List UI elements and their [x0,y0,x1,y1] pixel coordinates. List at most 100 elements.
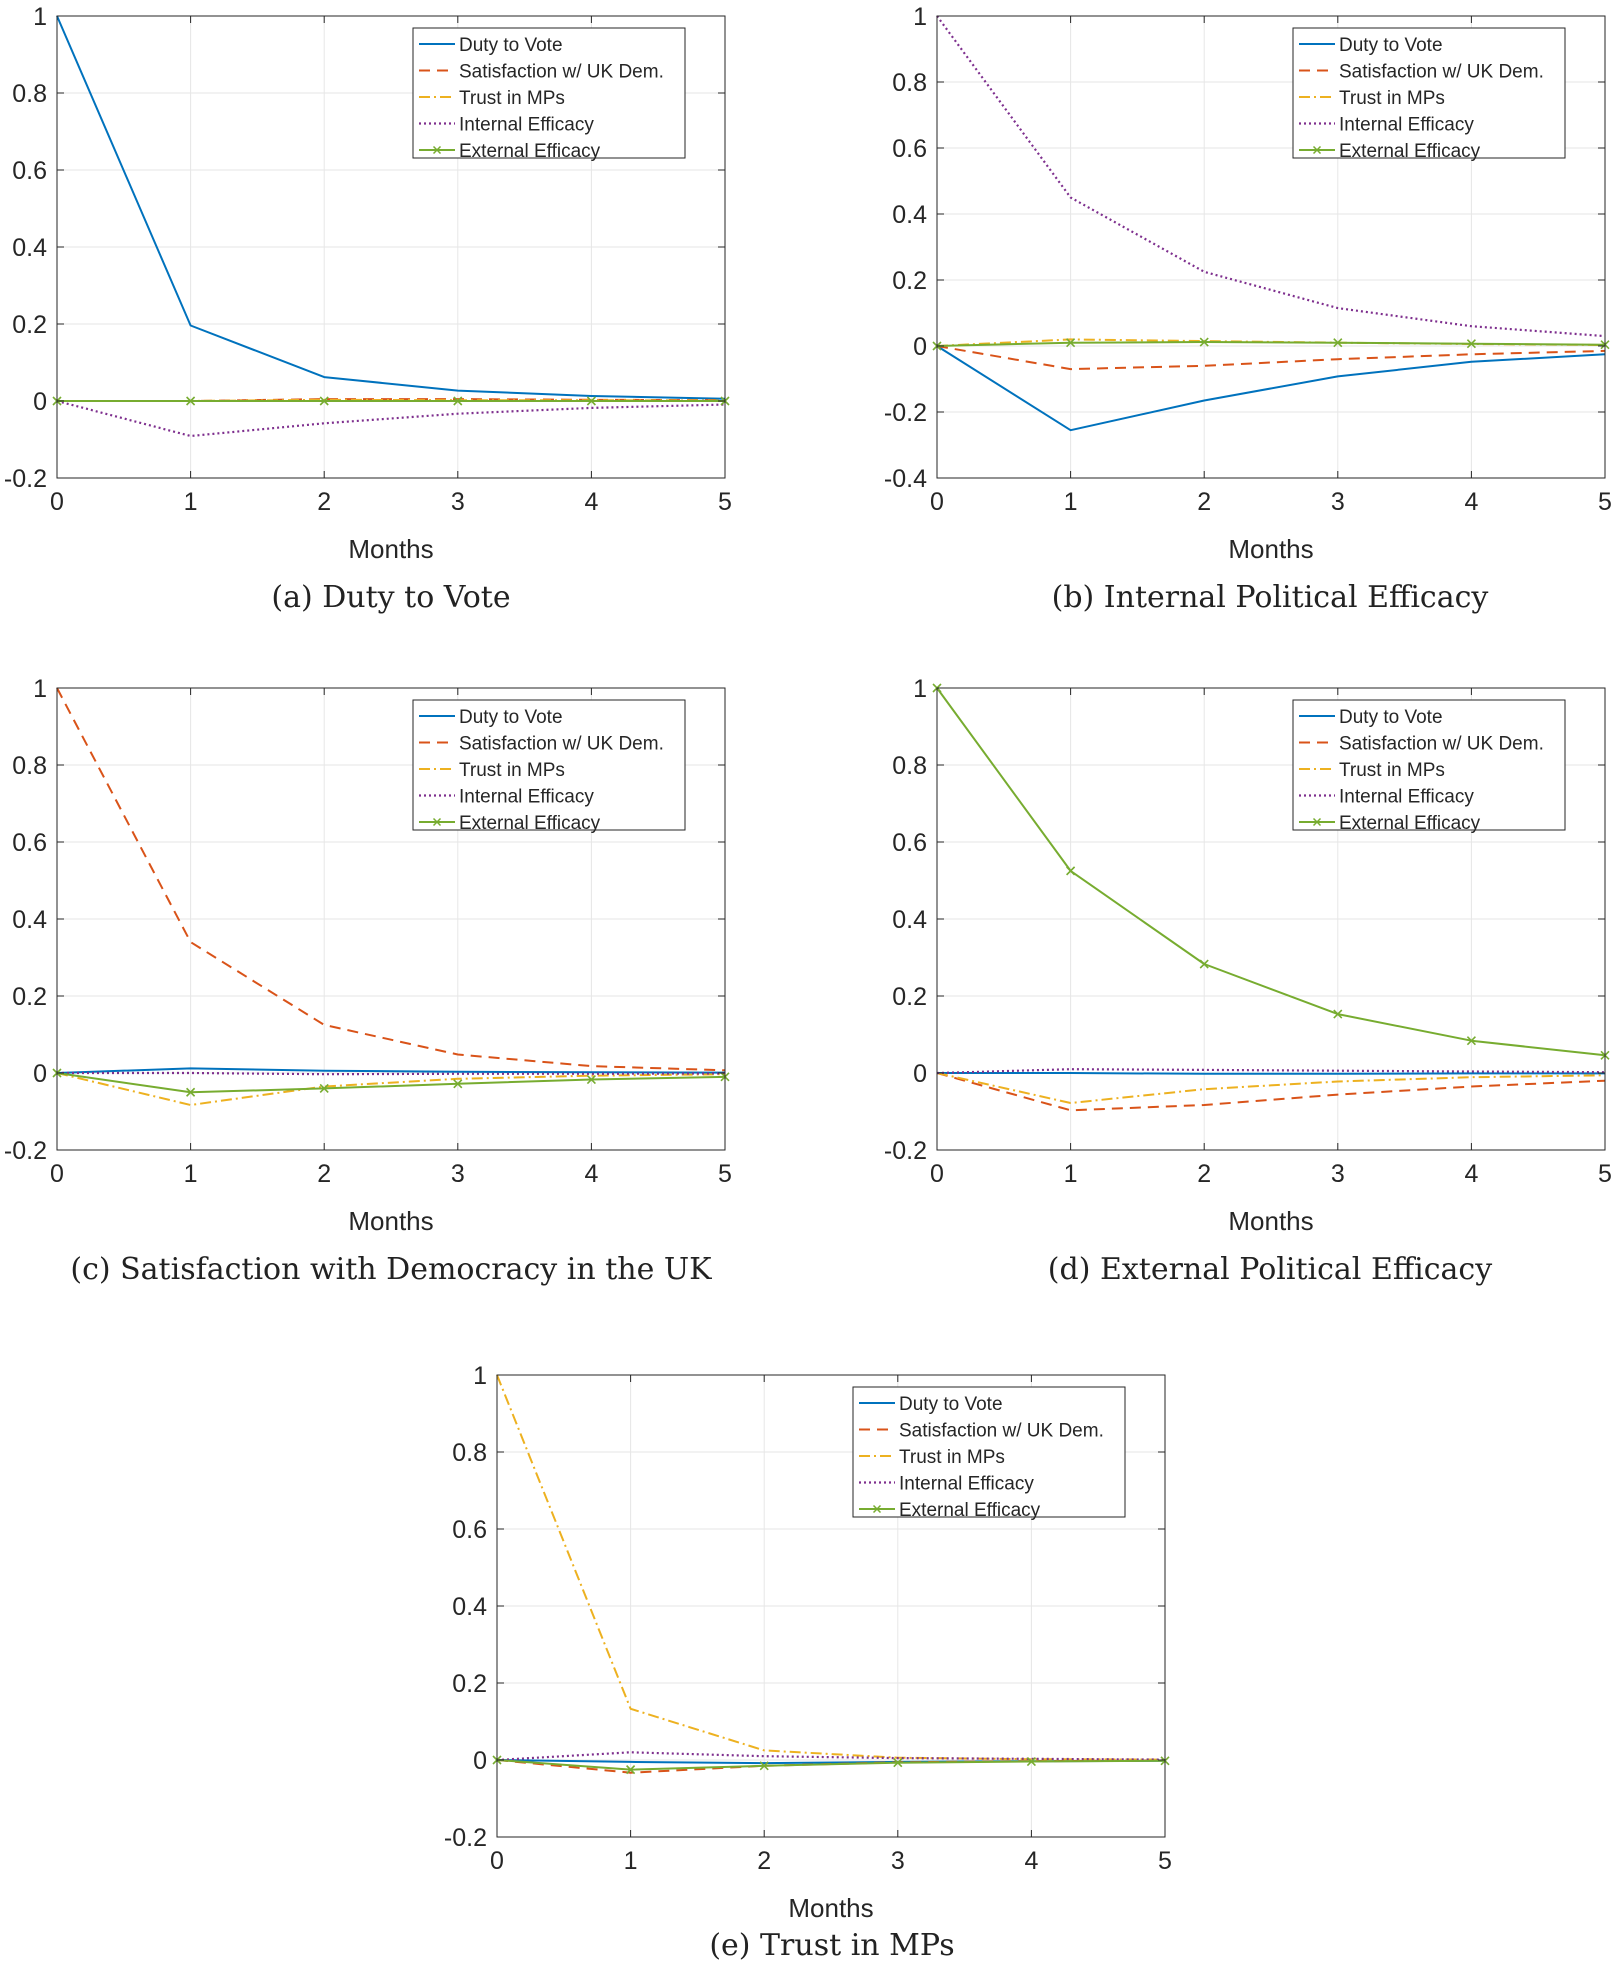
x-tick-label: 4 [1464,1160,1478,1188]
legend-label-external-efficacy: External Efficacy [459,141,601,162]
legend-label-external-efficacy: External Efficacy [1339,141,1481,162]
legend-marker [432,817,442,827]
chart-internal-political-efficacy: 0 1 2 3 4 5 -0.4 -0.2 0 0.2 0.4 0.6 0.8 1 Months Duty t… [884,3,1612,564]
y-tick-label: 0.8 [452,1439,487,1467]
x-tick-label: 3 [1331,1160,1345,1188]
x-tick-label: 4 [1464,488,1478,516]
y-tick-label: 1 [913,675,927,703]
x-axis-label: Months [788,1893,873,1923]
legend-label-satisfaction-w-uk-dem: Satisfaction w/ UK Dem. [1339,734,1544,755]
y-tick-label: 1 [33,3,47,31]
y-tick-label: 0 [473,1747,487,1775]
legend-label-internal-efficacy: Internal Efficacy [459,787,594,808]
legend-label-satisfaction-w-uk-dem: Satisfaction w/ UK Dem. [1339,62,1544,83]
series-line-duty-to-vote [56,1067,726,1074]
y-tick-label: -0.2 [884,399,927,427]
data-point-external-efficacy [759,1761,769,1771]
x-tick-label: 0 [490,1847,504,1875]
y-tick-label: 0.8 [12,752,47,780]
legend-label-duty-to-vote: Duty to Vote [459,35,563,56]
x-tick-label: 4 [1024,1847,1038,1875]
legend-marker [1312,817,1322,827]
legend-label-satisfaction-w-uk-dem: Satisfaction w/ UK Dem. [459,62,664,83]
x-tick-label: 5 [718,488,732,516]
legend: Duty to Vote Satisfaction w/ UK Dem. Trust… [412,27,686,162]
series-line-external-efficacy [56,1072,726,1094]
data-point-external-efficacy [186,396,196,406]
series-line-satisfaction-w-uk-dem [56,687,726,1072]
x-tick-label: 0 [930,1160,944,1188]
caption-internal-political-efficacy: (b) Internal Political Efficacy [1051,580,1489,615]
y-tick-label: 1 [33,675,47,703]
legend-label-duty-to-vote: Duty to Vote [899,1394,1003,1415]
x-tick-label: 5 [1598,1160,1612,1188]
x-tick-label: 1 [624,1847,638,1875]
x-tick-label: 3 [451,1160,465,1188]
y-tick-label: 0.8 [892,752,927,780]
y-tick-label: 0.6 [12,829,47,857]
series-line-trust-in-mps [936,1072,1606,1104]
y-tick-label: 1 [473,1362,487,1390]
y-tick-label: -0.4 [884,465,927,493]
y-tick-label: 0.2 [892,983,927,1011]
data-point-external-efficacy [1466,1036,1476,1046]
y-tick-label: 0.4 [12,906,47,934]
legend-label-internal-efficacy: Internal Efficacy [1339,115,1474,136]
x-tick-label: 2 [1197,1160,1211,1188]
data-point-external-efficacy [1199,337,1209,347]
caption-satisfaction-with-democracy: (c) Satisfaction with Democracy in the U… [70,1252,712,1287]
x-tick-label: 3 [1331,488,1345,516]
series-line-duty-to-vote [56,15,726,400]
legend-label-duty-to-vote: Duty to Vote [1339,707,1443,728]
series-line-internal-efficacy [57,1071,726,1076]
x-tick-label: 2 [757,1847,771,1875]
series-line-satisfaction-w-uk-dem [936,345,1606,371]
y-tick-label: 0.2 [452,1670,487,1698]
y-tick-label: 0.6 [12,157,47,185]
legend-label-duty-to-vote: Duty to Vote [459,707,563,728]
legend-label-external-efficacy: External Efficacy [1339,813,1481,834]
data-point-external-efficacy [626,1765,636,1775]
series-line-duty-to-vote [937,1072,1605,1075]
data-point-external-efficacy [1466,339,1476,349]
legend-label-external-efficacy: External Efficacy [899,1500,1041,1521]
y-tick-label: 0.6 [452,1516,487,1544]
data-point-external-efficacy [453,396,463,406]
x-tick-label: 4 [584,1160,598,1188]
y-tick-label: 0.6 [892,829,927,857]
series-line-internal-efficacy [496,1751,1166,1762]
x-tick-label: 0 [930,488,944,516]
series-line-trust-in-mps [496,1374,1166,1761]
legend-label-external-efficacy: External Efficacy [459,813,601,834]
series-line-trust-in-mps [56,1072,726,1106]
y-tick-label: 0.6 [892,135,927,163]
x-tick-label: 1 [1064,488,1078,516]
legend-marker [432,145,442,155]
legend-box [1292,699,1566,831]
legend: Duty to Vote Satisfaction w/ UK Dem. Trust… [1292,27,1566,162]
caption-trust-in-mps: (e) Trust in MPs [709,1928,955,1963]
y-tick-label: 0 [33,1060,47,1088]
x-tick-label: 1 [1064,1160,1078,1188]
data-point-external-efficacy [1066,338,1076,348]
x-tick-label: 2 [317,1160,331,1188]
y-tick-label: -0.2 [444,1824,487,1852]
legend-label-trust-in-mps: Trust in MPs [459,88,565,109]
legend-box [412,699,686,831]
x-tick-label: 1 [184,488,198,516]
data-point-external-efficacy [1333,1009,1343,1019]
y-tick-label: 0.4 [892,906,927,934]
legend-box [412,27,686,159]
caption-external-political-efficacy: (d) External Political Efficacy [1047,1252,1493,1287]
data-point-external-efficacy [586,396,596,406]
series-line-external-efficacy [936,687,1606,1057]
series-line-duty-to-vote [936,345,1606,432]
legend: Duty to Vote Satisfaction w/ UK Dem. Trust… [852,1386,1126,1521]
data-point-external-efficacy [186,1087,196,1097]
x-tick-label: 5 [1158,1847,1172,1875]
y-tick-label: 0.2 [12,983,47,1011]
legend-label-trust-in-mps: Trust in MPs [1339,88,1445,109]
legend-label-trust-in-mps: Trust in MPs [899,1447,1005,1468]
legend-marker [872,1504,882,1514]
